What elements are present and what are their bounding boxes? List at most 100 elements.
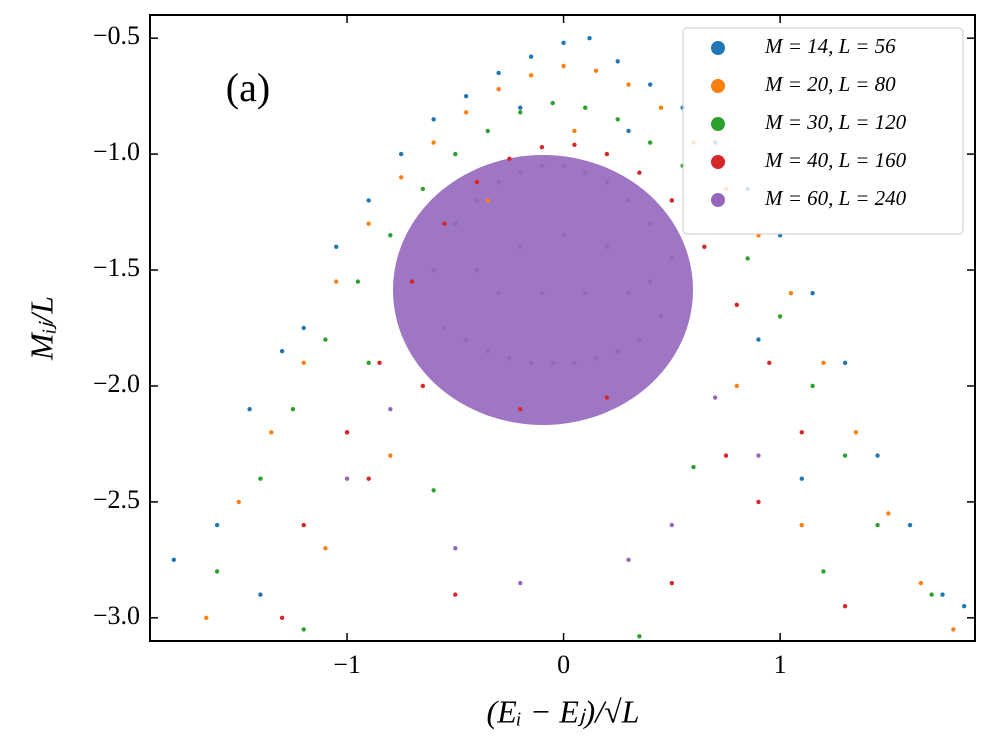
legend-box xyxy=(682,27,964,235)
point xyxy=(453,151,458,157)
point xyxy=(539,163,545,168)
x-tick-label: 1 xyxy=(774,650,787,679)
point xyxy=(734,302,740,308)
point xyxy=(940,592,945,597)
point xyxy=(669,522,675,528)
point xyxy=(507,156,512,161)
point xyxy=(496,86,501,92)
point xyxy=(366,221,371,226)
y-tick-label: −3.0 xyxy=(93,601,140,630)
dense-core xyxy=(393,155,693,425)
point xyxy=(583,170,588,175)
points xyxy=(171,35,967,639)
legend-label: M = 40, L = 160 xyxy=(764,148,907,172)
point xyxy=(463,93,469,99)
point xyxy=(626,128,631,134)
point xyxy=(431,117,436,122)
legend-marker xyxy=(711,41,725,55)
point xyxy=(442,221,447,226)
point xyxy=(258,592,263,597)
point xyxy=(647,140,653,145)
point xyxy=(669,256,675,261)
point xyxy=(258,476,263,481)
point xyxy=(236,499,241,505)
point xyxy=(377,360,382,365)
point xyxy=(745,256,750,261)
point xyxy=(734,383,740,389)
point xyxy=(301,360,306,365)
y-tick-label: −2.5 xyxy=(93,485,140,514)
plot-frame xyxy=(149,14,976,642)
point xyxy=(604,244,610,250)
point xyxy=(485,128,490,134)
point xyxy=(842,360,848,365)
point xyxy=(355,279,361,284)
point xyxy=(593,68,599,73)
point xyxy=(615,59,620,64)
point xyxy=(821,569,826,574)
point xyxy=(388,233,393,238)
point xyxy=(658,105,664,110)
point xyxy=(388,406,393,412)
point xyxy=(334,244,339,250)
point xyxy=(214,569,220,574)
point xyxy=(518,110,523,115)
point xyxy=(463,110,469,115)
point xyxy=(420,383,426,389)
point xyxy=(572,128,577,134)
legend: M = 14, L = 56 M = 20, L = 80 M = 30, L = … xyxy=(682,27,964,235)
point xyxy=(669,580,675,586)
point xyxy=(799,476,804,481)
point xyxy=(507,355,512,361)
point xyxy=(583,291,588,296)
x-axis-label: (Eᵢ − Eⱼ)/√L xyxy=(487,693,640,729)
point xyxy=(756,453,761,458)
point xyxy=(572,360,577,365)
point xyxy=(485,198,490,203)
point xyxy=(788,291,794,296)
point xyxy=(323,546,328,551)
point xyxy=(344,476,350,481)
point xyxy=(290,406,296,412)
point xyxy=(723,453,729,458)
point xyxy=(637,170,642,175)
point xyxy=(951,627,956,632)
point xyxy=(821,360,826,365)
point xyxy=(398,175,404,180)
point xyxy=(204,615,209,621)
point xyxy=(799,430,804,435)
point xyxy=(528,360,534,365)
point xyxy=(518,244,523,250)
point xyxy=(431,267,436,273)
dense-core-region xyxy=(393,155,693,425)
point xyxy=(247,406,252,412)
point xyxy=(474,198,480,203)
point xyxy=(658,314,664,319)
point xyxy=(626,291,631,296)
point xyxy=(875,453,880,458)
point xyxy=(518,105,523,110)
point xyxy=(626,198,631,203)
point xyxy=(669,198,675,203)
point xyxy=(279,348,285,354)
point xyxy=(518,406,523,412)
point xyxy=(875,522,880,528)
point xyxy=(366,198,371,203)
point xyxy=(539,291,545,296)
point xyxy=(626,557,631,563)
point xyxy=(647,221,653,226)
point xyxy=(528,73,534,78)
point xyxy=(214,522,220,528)
y-tick-label: −1.5 xyxy=(93,253,140,282)
point xyxy=(561,40,566,46)
point xyxy=(431,140,436,145)
point xyxy=(615,117,620,122)
point xyxy=(842,604,848,609)
point xyxy=(496,179,501,185)
point xyxy=(496,70,501,76)
legend-marker xyxy=(711,155,725,169)
y-tick-label: −0.5 xyxy=(93,21,140,50)
legend-label: M = 60, L = 240 xyxy=(764,186,907,210)
point xyxy=(604,179,610,185)
point xyxy=(539,144,545,150)
